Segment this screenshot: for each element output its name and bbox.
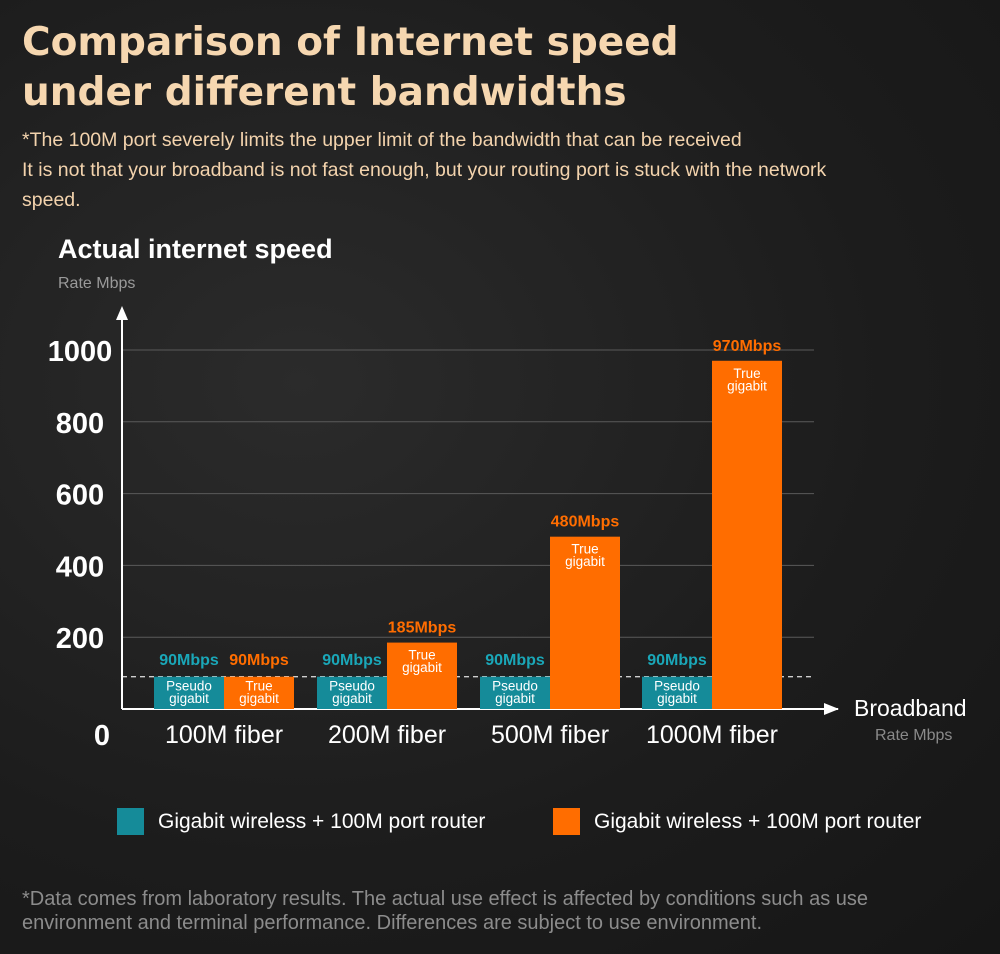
y-tick-label: 600: [56, 480, 104, 512]
y-axis-unit: Rate Mbps: [58, 275, 136, 292]
data-label: 480Mbps: [551, 514, 620, 531]
y-tick-label: 200: [56, 623, 104, 655]
bar: [387, 642, 457, 709]
legend-item-true: Gigabit wireless + 100M port router: [553, 808, 921, 835]
x-tick-label: 500M fiber: [491, 721, 609, 749]
subtitle: *The 100M port severely limits the upper…: [22, 125, 842, 215]
data-label: 90Mbps: [159, 652, 219, 669]
bar: [154, 676, 224, 709]
bar-inner-label: gigabit: [402, 660, 442, 675]
bar-inner-label: gigabit: [727, 378, 767, 393]
data-label: 185Mbps: [388, 620, 457, 637]
bar: [642, 676, 712, 709]
subtitle-line-1: *The 100M port severely limits the upper…: [22, 129, 742, 151]
bar-inner-label: gigabit: [565, 554, 605, 569]
x-tick-label: 100M fiber: [165, 721, 283, 749]
bar: [480, 676, 550, 709]
y-tick-label: 400: [56, 551, 104, 583]
bar: [317, 676, 387, 709]
x-tick-label: 200M fiber: [328, 721, 446, 749]
bar-inner-label: gigabit: [495, 691, 535, 706]
bar-inner-label: True: [245, 679, 272, 694]
x-tick-label: 1000M fiber: [646, 721, 778, 749]
legend-swatch-orange: [553, 808, 580, 835]
footnote: *Data comes from laboratory results. The…: [22, 888, 868, 934]
data-label: 970Mbps: [713, 338, 782, 355]
y-tick-label: 1000: [48, 336, 113, 368]
bar-inner-label: True: [733, 366, 760, 381]
bar-inner-label: Pseudo: [329, 679, 375, 694]
legend-swatch-teal: [117, 808, 144, 835]
title-line-1: Comparison of Internet speed: [22, 20, 679, 65]
legend-label-true: Gigabit wireless + 100M port router: [594, 809, 922, 833]
x-axis-title: Broadband: [854, 695, 967, 721]
bar: [712, 360, 782, 709]
x-axis-unit: Rate Mbps: [875, 727, 953, 744]
bar-inner-label: Pseudo: [166, 679, 212, 694]
legend-item-pseudo: Gigabit wireless + 100M port router: [117, 808, 485, 835]
bar: [550, 536, 620, 709]
data-label: 90Mbps: [647, 652, 707, 669]
data-label: 90Mbps: [485, 652, 545, 669]
y-tick-label: 800: [56, 408, 104, 440]
page-title: Comparison of Internet speed under diffe…: [22, 18, 922, 118]
y-tick-label: 0: [94, 720, 110, 752]
chart-heading: Actual internet speed: [58, 234, 333, 264]
bar: [224, 676, 294, 709]
bar-inner-label: Pseudo: [492, 679, 538, 694]
subtitle-line-2: It is not that your broadband is not fas…: [22, 159, 827, 211]
y-axis-arrow: [116, 306, 128, 320]
bar-inner-label: True: [408, 648, 435, 663]
bar-inner-label: gigabit: [657, 691, 697, 706]
bar-inner-label: gigabit: [239, 691, 279, 706]
bar-inner-label: Pseudo: [654, 679, 700, 694]
data-label: 90Mbps: [229, 652, 289, 669]
data-label: 90Mbps: [322, 652, 382, 669]
bar-inner-label: gigabit: [169, 691, 209, 706]
bar-inner-label: gigabit: [332, 691, 372, 706]
x-axis-arrow: [824, 703, 839, 715]
bar-inner-label: True: [571, 542, 598, 557]
legend-label-pseudo: Gigabit wireless + 100M port router: [158, 809, 486, 833]
title-line-2: under different bandwidths: [22, 70, 627, 115]
